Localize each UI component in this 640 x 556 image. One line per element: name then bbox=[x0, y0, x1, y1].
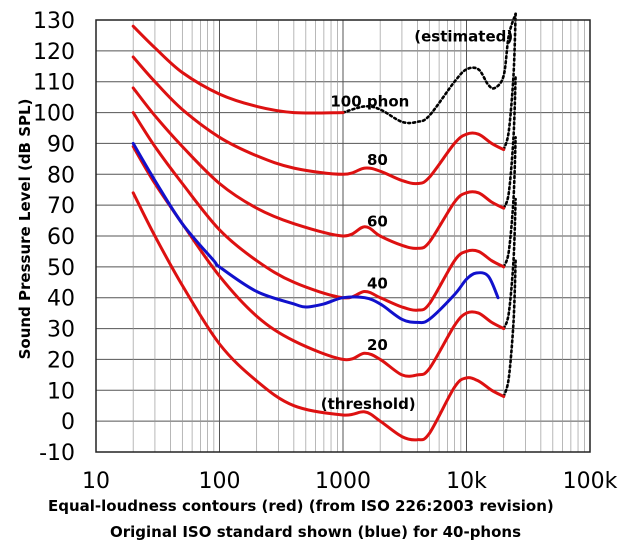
series-20-phon bbox=[131, 145, 506, 378]
curve-label: (estimated) bbox=[414, 28, 513, 46]
caption-line-1: Equal-loudness contours (red) (from ISO … bbox=[48, 497, 554, 515]
x-tick-label: 1000 bbox=[315, 469, 371, 494]
series-100-phon-estimated bbox=[341, 12, 517, 125]
x-tick-label: 100k bbox=[563, 469, 618, 494]
plot-frame bbox=[95, 19, 591, 453]
series-60-phon-estimated bbox=[502, 74, 517, 210]
series-80-phon-estimated bbox=[502, 12, 517, 151]
y-tick-label: 120 bbox=[33, 40, 75, 65]
y-tick-label: 110 bbox=[33, 71, 75, 96]
series-20-phon-estimated bbox=[502, 197, 517, 330]
series-40-phon bbox=[131, 111, 506, 312]
annotations: (estimated) 100 phon 80 60 40 20 (threshold) bbox=[321, 28, 513, 413]
series-layer bbox=[131, 12, 517, 442]
x-tick-label: 10k bbox=[446, 469, 487, 494]
curve-label: 100 phon bbox=[330, 92, 409, 110]
curve-label: 80 bbox=[367, 151, 388, 169]
series-60-phon bbox=[131, 86, 506, 250]
x-tick-label: 100 bbox=[199, 469, 241, 494]
curve-label: 20 bbox=[367, 336, 388, 354]
x-tick-label: 10 bbox=[82, 469, 110, 494]
curve-label: 60 bbox=[367, 213, 388, 231]
y-tick-label: 90 bbox=[47, 132, 75, 157]
y-tick-label: 60 bbox=[47, 225, 75, 250]
tick-labels: -10 0 10 20 30 40 50 60 70 80 90 100 110 120 130 10 100 1… bbox=[33, 9, 618, 494]
curve-label: (threshold) bbox=[321, 395, 416, 413]
series-80-phon bbox=[131, 55, 506, 186]
y-axis-label: Sound Pressure Level (dB SPL) bbox=[16, 99, 34, 360]
y-tick-label: -10 bbox=[39, 441, 75, 466]
curve-label: 40 bbox=[367, 274, 388, 292]
y-tick-label: 0 bbox=[61, 410, 75, 435]
y-tick-label: 100 bbox=[33, 102, 75, 127]
series-threshold-estimated bbox=[502, 259, 517, 398]
series-threshold bbox=[131, 191, 506, 442]
series-40-phon-estimated bbox=[502, 136, 517, 269]
y-tick-label: 40 bbox=[47, 287, 75, 312]
series-100-phon bbox=[131, 24, 345, 115]
caption-line-2: Original ISO standard shown (blue) for 4… bbox=[110, 523, 521, 541]
y-tick-label: 80 bbox=[47, 163, 75, 188]
y-tick-label: 130 bbox=[33, 9, 75, 34]
y-tick-label: 70 bbox=[47, 194, 75, 219]
y-tick-label: 20 bbox=[47, 348, 75, 373]
y-tick-label: 30 bbox=[47, 318, 75, 343]
y-tick-label: 10 bbox=[47, 379, 75, 404]
y-tick-label: 50 bbox=[47, 256, 75, 281]
series-40-phon-original-iso bbox=[131, 141, 500, 325]
